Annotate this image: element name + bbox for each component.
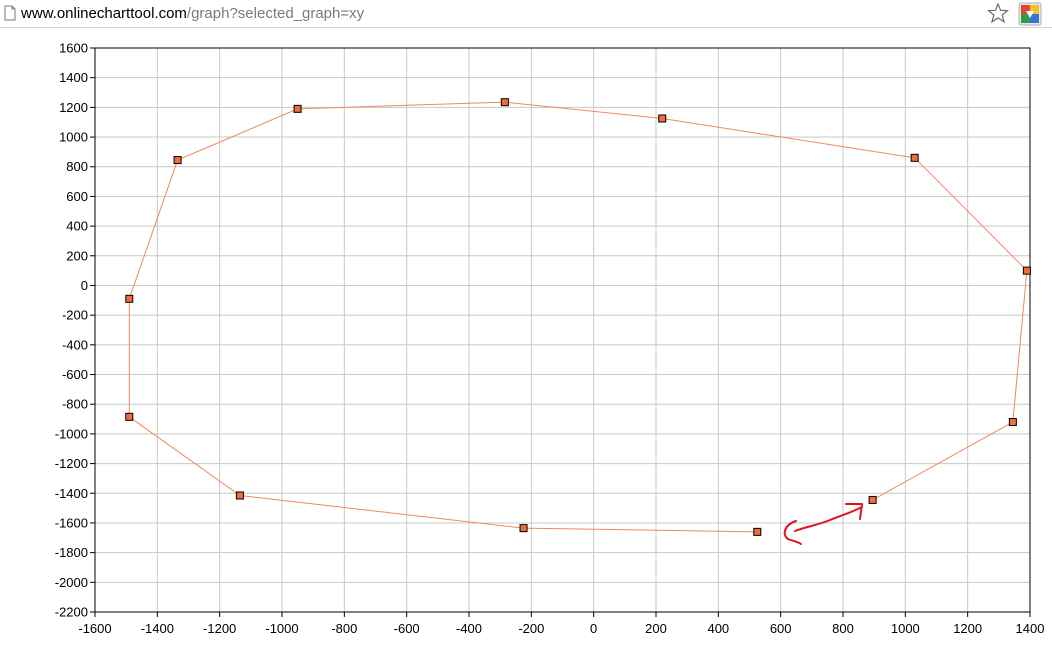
x-tick-label: -200	[518, 621, 544, 636]
y-axis-ticks: 1600 1400 1200 1000 800 600 400 200 0 -200 -400 -60…	[55, 41, 95, 620]
x-tick-label: 200	[645, 621, 667, 636]
data-point-marker	[173, 156, 182, 165]
y-tick-label: 200	[66, 248, 88, 263]
data-point-marker	[1008, 418, 1017, 427]
y-tick-label: -200	[62, 308, 88, 323]
x-tick-label: -1000	[265, 621, 298, 636]
x-tick-label: -1200	[203, 621, 236, 636]
data-point-marker	[868, 495, 877, 504]
y-tick-label: -2200	[55, 605, 88, 620]
data-point-marker	[658, 114, 667, 123]
y-tick-label: -2000	[55, 575, 88, 590]
data-point-marker	[753, 527, 762, 536]
x-tick-label: -1400	[141, 621, 174, 636]
x-tick-label: -800	[331, 621, 357, 636]
x-tick-label: 1200	[953, 621, 982, 636]
y-tick-label: 400	[66, 219, 88, 234]
bookmark-star-icon[interactable]	[987, 3, 1009, 23]
y-tick-label: -1800	[55, 545, 88, 560]
y-tick-label: -400	[62, 337, 88, 352]
y-tick-label: -600	[62, 367, 88, 382]
annotation-arrow-head	[845, 503, 863, 520]
data-point-marker	[293, 104, 302, 113]
xy-chart: -1600 -1400 -1200 -1000 -800 -600 -400 -200 0 200…	[55, 41, 1045, 637]
y-tick-label: 1200	[59, 100, 88, 115]
data-point-marker	[910, 153, 919, 162]
x-tick-label: 0	[590, 621, 597, 636]
x-axis-ticks: -1600 -1400 -1200 -1000 -800 -600 -400 -200 0 200…	[78, 612, 1044, 636]
x-tick-label: 800	[832, 621, 854, 636]
address-bar[interactable]: www.onlinecharttool.com/graph?selected_g…	[0, 0, 1052, 28]
series-group	[125, 98, 1031, 536]
data-point-marker	[1022, 266, 1031, 275]
data-point-marker	[500, 98, 509, 107]
plot-frame	[94, 47, 1031, 613]
y-tick-label: 1400	[59, 70, 88, 85]
y-tick-label: 0	[81, 278, 88, 293]
url-text[interactable]: www.onlinecharttool.com/graph?selected_g…	[21, 5, 364, 22]
x-tick-label: 600	[770, 621, 792, 636]
y-tick-label: 600	[66, 189, 88, 204]
data-point-marker	[125, 412, 134, 421]
y-tick-label: 800	[66, 159, 88, 174]
y-tick-label: 1600	[59, 41, 88, 56]
y-tick-label: -1000	[55, 426, 88, 441]
data-point-marker	[125, 294, 134, 303]
y-tick-label: -1200	[55, 456, 88, 471]
y-tick-label: -1400	[55, 486, 88, 501]
annotation-arrow	[783, 503, 863, 545]
x-tick-label: -1600	[78, 621, 111, 636]
annotation-arrow-tail	[783, 520, 802, 545]
url-path: /graph?selected_graph=xy	[186, 5, 365, 22]
data-point-marker	[519, 524, 528, 533]
grid-lines	[94, 47, 1031, 613]
x-tick-label: 400	[707, 621, 729, 636]
x-tick-label: 1400	[1016, 621, 1045, 636]
x-tick-label: 1000	[891, 621, 920, 636]
x-tick-label: -400	[456, 621, 482, 636]
url-domain: www.onlinecharttool.com	[21, 5, 187, 22]
page-icon	[4, 5, 16, 21]
x-tick-label: -600	[394, 621, 420, 636]
y-tick-label: 1000	[59, 130, 88, 145]
y-tick-label: -1600	[55, 515, 88, 530]
y-tick-label: -800	[62, 397, 88, 412]
annotation-arrow-shaft	[794, 506, 863, 532]
extension-icon[interactable]	[1018, 2, 1042, 26]
data-point-marker	[235, 491, 244, 500]
